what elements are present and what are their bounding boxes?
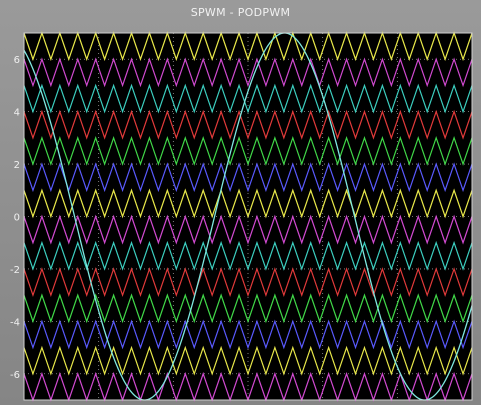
carrier-waves bbox=[23, 31, 473, 402]
carrier-series bbox=[23, 188, 473, 219]
carrier-series bbox=[23, 83, 473, 114]
y-tick-label: -6 bbox=[10, 370, 20, 381]
carrier-series bbox=[23, 31, 473, 62]
chart-title: SPWM - PODPWM bbox=[190, 6, 291, 19]
carrier-series bbox=[23, 319, 473, 350]
carrier-series bbox=[23, 57, 473, 88]
reference-series bbox=[23, 32, 473, 401]
y-tick-label: 2 bbox=[14, 160, 20, 171]
carrier-series bbox=[23, 162, 473, 193]
y-tick-labels: 6 4 2 0 -2 -4 -6 bbox=[10, 55, 20, 381]
carrier-series bbox=[23, 293, 473, 324]
y-tick-label: -2 bbox=[10, 265, 20, 276]
carrier-series bbox=[23, 240, 473, 271]
y-tick-label: 6 bbox=[14, 55, 20, 66]
axes-frame bbox=[23, 32, 473, 401]
y-tick-label: 4 bbox=[14, 108, 20, 119]
carrier-series bbox=[23, 345, 473, 376]
carrier-series bbox=[23, 136, 473, 166]
reference-wave bbox=[23, 32, 473, 401]
carrier-series bbox=[23, 267, 473, 297]
carrier-series bbox=[23, 214, 473, 245]
y-tick-label: 0 bbox=[14, 213, 20, 224]
carrier-series bbox=[23, 109, 473, 140]
y-tick-label: -4 bbox=[10, 317, 20, 328]
